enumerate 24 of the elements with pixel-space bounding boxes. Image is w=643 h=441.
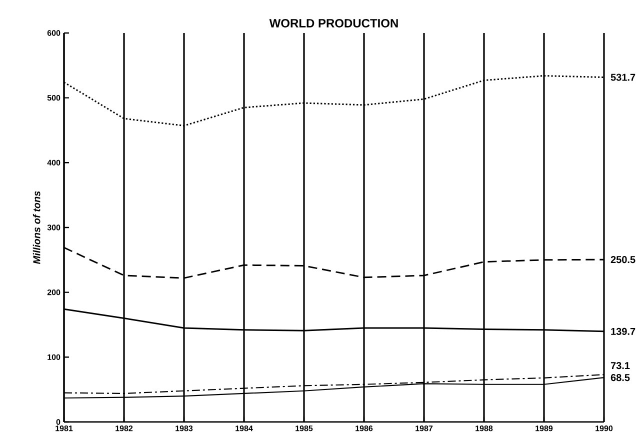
y-tick-label: 600 [47, 30, 60, 36]
y-tick-label: 400 [47, 160, 60, 166]
data-label: 250.5 [610, 256, 636, 264]
data-label: 139.7 [611, 328, 636, 335]
data-label: 68.5 [610, 374, 630, 382]
x-tick-label: 1987 [416, 426, 433, 432]
y-axis-title: Millions of tons [32, 191, 40, 264]
x-tick-label: 1982 [116, 426, 133, 432]
x-tick-label: 1989 [536, 426, 553, 432]
data-label: 531.7 [610, 74, 636, 81]
x-tick-label: 1983 [176, 426, 193, 432]
y-tick-label: 200 [47, 289, 60, 296]
chart-title: WORLD PRODUCTION [269, 18, 398, 28]
y-tick-label: 0 [56, 419, 60, 425]
x-tick-label: 1985 [296, 426, 313, 432]
y-tick-label: 500 [47, 94, 60, 101]
x-tick-label: 1990 [596, 426, 613, 432]
y-tick-label: 300 [47, 224, 60, 230]
y-tick-label: 100 [48, 354, 60, 360]
x-tick-label: 1981 [56, 426, 73, 432]
x-tick-label: 1984 [236, 426, 253, 432]
data-label: 73.1 [610, 362, 630, 370]
x-tick-label: 1986 [356, 426, 373, 432]
x-tick-label: 1988 [476, 426, 493, 432]
